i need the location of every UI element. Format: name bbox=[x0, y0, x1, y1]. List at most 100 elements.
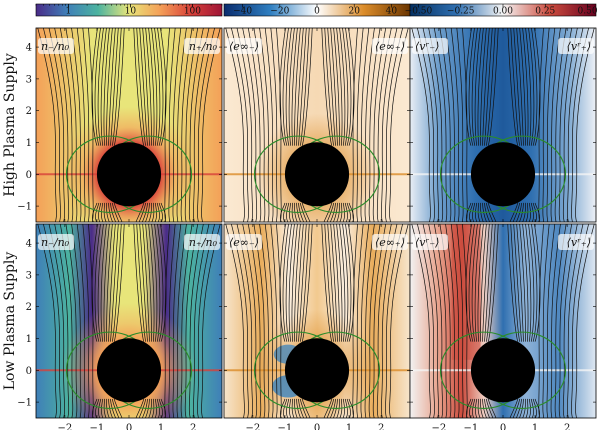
field-line bbox=[76, 224, 86, 418]
field-line bbox=[279, 28, 286, 146]
field-line bbox=[528, 398, 532, 418]
field-line bbox=[428, 224, 444, 418]
field-line bbox=[100, 28, 107, 146]
field-line bbox=[480, 398, 484, 418]
panel-label-left: ⟨e∞₋⟩ bbox=[229, 40, 259, 53]
field-line bbox=[301, 28, 313, 146]
field-line bbox=[298, 202, 305, 222]
field-line bbox=[450, 224, 460, 418]
colorbar-tick-label: 0.25 bbox=[535, 7, 555, 17]
field-line bbox=[477, 398, 481, 418]
field-line bbox=[428, 28, 444, 222]
field-line bbox=[242, 224, 258, 418]
field-line bbox=[474, 202, 478, 222]
field-line bbox=[542, 224, 550, 418]
field-line bbox=[111, 398, 120, 418]
x-tick-label: 0 bbox=[126, 423, 132, 430]
field-line bbox=[558, 28, 573, 222]
field-line bbox=[236, 28, 253, 222]
field-line bbox=[342, 28, 349, 146]
field-line bbox=[113, 28, 125, 146]
colorbars: 1 10 100 −40 −20 0 20 40 −0.50 −0.25 0.00 0.25 0.50 bbox=[35, 3, 598, 17]
field-line bbox=[259, 224, 270, 418]
field-line bbox=[158, 202, 163, 222]
field-line bbox=[270, 224, 278, 418]
field-line bbox=[477, 28, 484, 146]
field-line bbox=[515, 202, 522, 222]
field-line bbox=[333, 28, 340, 146]
panel-label-left: ⟨e∞₋⟩ bbox=[229, 236, 259, 249]
field-line bbox=[422, 224, 439, 418]
field-line bbox=[247, 28, 262, 222]
field-line bbox=[345, 224, 352, 342]
field-line bbox=[530, 398, 534, 418]
field-line bbox=[364, 28, 375, 222]
black-hole bbox=[284, 142, 350, 207]
field-line bbox=[154, 224, 161, 342]
field-line bbox=[176, 224, 187, 418]
field-line bbox=[160, 398, 166, 418]
field-line bbox=[91, 28, 98, 146]
x-tick-label: −1 bbox=[278, 423, 293, 430]
field-line bbox=[142, 224, 150, 342]
field-line bbox=[522, 224, 529, 342]
field-line bbox=[113, 202, 123, 222]
field-line bbox=[133, 224, 145, 342]
field-line bbox=[100, 202, 104, 222]
field-line bbox=[160, 202, 166, 222]
colorbar-tick-label: −40 bbox=[233, 7, 252, 17]
field-line bbox=[180, 28, 193, 222]
y-tick-label: 1 bbox=[26, 334, 32, 345]
y-tick-label: 2 bbox=[26, 302, 32, 313]
field-line bbox=[330, 224, 338, 342]
field-line bbox=[326, 202, 335, 222]
axes: −1 0 1 2 3 4 −1 0 1 2 3 4 −2 −1 0 1 2 −2 −1 0 1 2 −2 −1 0 1 2 bbox=[17, 43, 570, 430]
row-label: High Plasma Supply bbox=[2, 53, 18, 197]
field-line bbox=[71, 28, 82, 222]
field-line bbox=[516, 28, 524, 146]
field-lines bbox=[411, 224, 595, 418]
field-line bbox=[157, 224, 164, 342]
x-tick-label: 1 bbox=[158, 423, 164, 430]
y-tick-label: 4 bbox=[26, 43, 32, 54]
field-line bbox=[113, 224, 125, 342]
label-box bbox=[412, 38, 448, 54]
field-line bbox=[288, 224, 295, 342]
x-tick-label: −2 bbox=[57, 423, 72, 430]
field-line bbox=[259, 28, 270, 222]
field-line bbox=[336, 398, 340, 418]
black-hole bbox=[284, 338, 350, 403]
field-line bbox=[528, 202, 532, 222]
field-line bbox=[411, 224, 431, 418]
field-line bbox=[487, 224, 499, 342]
field-line bbox=[113, 398, 123, 418]
row-label: Low Plasma Supply bbox=[2, 252, 18, 391]
field-line bbox=[285, 28, 292, 146]
field-line bbox=[133, 28, 145, 146]
field-line bbox=[482, 224, 490, 342]
colorbar-tick-label: 0 bbox=[314, 7, 320, 17]
field-line bbox=[385, 28, 404, 222]
field-line bbox=[554, 28, 567, 222]
field-line bbox=[151, 28, 158, 146]
field-line bbox=[339, 224, 346, 342]
field-line bbox=[103, 224, 110, 342]
field-line bbox=[344, 398, 348, 418]
field-line bbox=[528, 224, 535, 342]
field-line bbox=[154, 202, 158, 222]
field-line bbox=[575, 224, 595, 418]
field-line bbox=[531, 28, 538, 146]
field-line bbox=[111, 202, 120, 222]
field-line bbox=[474, 224, 481, 342]
field-line bbox=[324, 224, 335, 342]
field-line bbox=[154, 28, 161, 146]
field-line bbox=[519, 202, 524, 222]
field-line bbox=[59, 224, 74, 418]
field-line bbox=[356, 28, 364, 222]
field-line bbox=[301, 202, 311, 222]
field-line bbox=[339, 398, 343, 418]
field-line bbox=[385, 224, 404, 418]
panel-r0-c1: ⟨e∞₋⟩ ⟨e∞₊⟩ bbox=[223, 27, 411, 223]
field-line bbox=[110, 202, 117, 222]
